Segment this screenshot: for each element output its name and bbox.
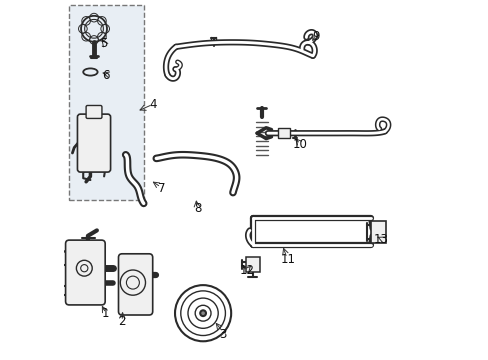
FancyBboxPatch shape — [245, 257, 260, 272]
FancyBboxPatch shape — [69, 5, 144, 200]
FancyBboxPatch shape — [370, 221, 386, 243]
Text: 11: 11 — [280, 253, 295, 266]
Text: 5: 5 — [100, 37, 107, 50]
Text: 7: 7 — [158, 183, 165, 195]
Text: 2: 2 — [118, 315, 125, 328]
Text: 1: 1 — [102, 307, 109, 320]
Text: 13: 13 — [373, 233, 388, 246]
Text: 9: 9 — [312, 30, 320, 42]
Text: 6: 6 — [102, 69, 109, 82]
Text: 3: 3 — [219, 328, 226, 341]
FancyBboxPatch shape — [118, 254, 152, 315]
FancyBboxPatch shape — [65, 240, 105, 305]
Text: 8: 8 — [194, 202, 201, 215]
Text: 12: 12 — [240, 264, 254, 276]
Text: 10: 10 — [292, 138, 307, 150]
Text: 4: 4 — [149, 98, 156, 111]
FancyBboxPatch shape — [86, 105, 102, 118]
Circle shape — [200, 310, 205, 316]
FancyBboxPatch shape — [277, 128, 289, 138]
FancyBboxPatch shape — [77, 114, 110, 172]
